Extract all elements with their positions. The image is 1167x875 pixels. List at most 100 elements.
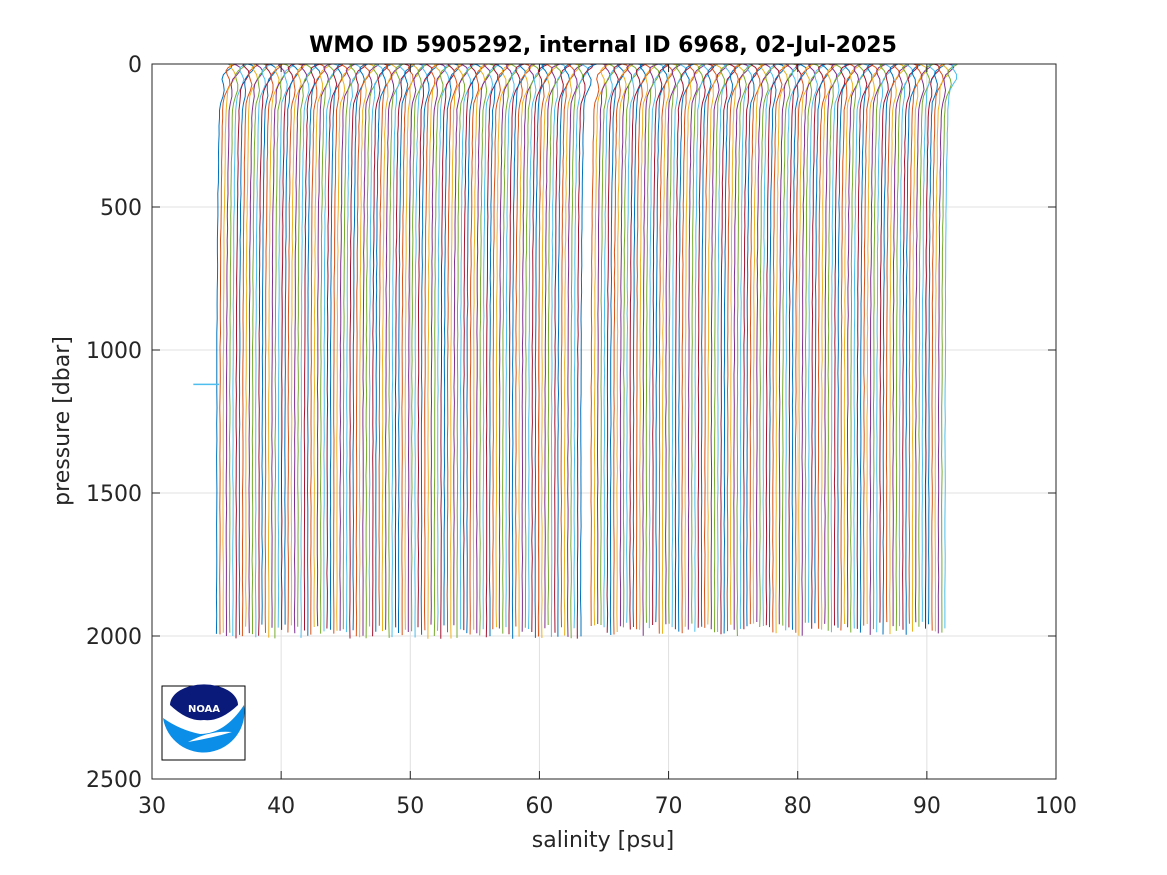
profile-line [466, 63, 482, 634]
profile-line [268, 63, 285, 638]
x-axis-label: salinity [psu] [532, 828, 674, 853]
profile-line [843, 63, 862, 625]
profile-line [934, 64, 950, 632]
profile-line [476, 63, 491, 634]
profile-line [355, 63, 370, 637]
profile-line [319, 63, 335, 634]
profile-line [889, 63, 906, 635]
profile-line [713, 63, 731, 633]
profile-line [785, 63, 803, 631]
profile-line [652, 63, 669, 626]
profile-line [824, 63, 838, 624]
profile-line [590, 63, 607, 627]
profile-line [391, 63, 406, 638]
x-tick-label: 40 [267, 794, 295, 819]
profile-line [687, 63, 706, 630]
profile-line [876, 63, 892, 633]
profile-line [648, 63, 665, 629]
profile-line [924, 63, 941, 629]
profile-line [576, 63, 594, 639]
x-tick-label: 90 [913, 794, 941, 819]
profile-line [733, 63, 750, 630]
x-tick-label: 50 [396, 794, 424, 819]
profile-line [700, 63, 718, 627]
profile-line [329, 63, 343, 630]
profile-line [547, 63, 562, 626]
profile-line [362, 63, 380, 636]
profile-line [921, 63, 936, 622]
y-axis-label: pressure [dbar] [50, 336, 75, 506]
profile-line [798, 63, 815, 636]
profile-line [508, 63, 525, 635]
profile-line [528, 63, 545, 630]
profile-line [397, 63, 415, 633]
profile-line [817, 63, 835, 629]
profile-line [756, 63, 772, 623]
profile-line [882, 63, 899, 635]
profile-line [277, 63, 295, 628]
x-tick-label: 70 [655, 794, 683, 819]
profile-line [603, 63, 621, 628]
profile-line [801, 63, 816, 636]
profile-line [245, 63, 260, 627]
profile-line [739, 63, 754, 629]
profile-line [342, 63, 357, 630]
profile-line [537, 63, 553, 637]
noaa-logo-bird-icon [170, 684, 238, 721]
profile-line [339, 63, 357, 631]
profile-line [879, 63, 897, 623]
profile-line [655, 63, 670, 623]
y-tick-label: 1500 [86, 482, 142, 507]
profile-line [885, 63, 900, 623]
profile-line [336, 63, 353, 631]
profile-line [931, 63, 946, 631]
profile-line [323, 63, 340, 632]
profile-line [781, 63, 799, 626]
profile-line [632, 63, 646, 628]
profile-line [895, 63, 910, 631]
profile-line [726, 63, 743, 632]
profile-line [518, 63, 535, 637]
x-tick-label: 80 [784, 794, 812, 819]
profile-line [639, 63, 657, 630]
profile-line [697, 63, 715, 628]
profile-line [443, 63, 460, 626]
profile-line [450, 63, 464, 639]
profile-line [768, 63, 786, 628]
profile-line [417, 63, 433, 628]
profile-line [762, 63, 779, 627]
profile-line [554, 63, 572, 633]
profile-line [310, 63, 326, 635]
profile-line [775, 63, 790, 634]
profile-line [274, 63, 291, 639]
profile-line [944, 63, 958, 629]
profile-line [502, 63, 518, 634]
profile-line [511, 63, 526, 639]
profile-line [375, 63, 393, 632]
profile-line [446, 63, 464, 633]
profile-line [723, 63, 741, 634]
chart-title: WMO ID 5905292, internal ID 6968, 02-Jul… [309, 33, 897, 58]
profile-line [804, 63, 821, 623]
profile-line [414, 63, 428, 638]
profile-line [567, 63, 585, 637]
profile-line [914, 63, 933, 623]
profile-line [759, 63, 777, 628]
profile-line [388, 63, 405, 638]
profile-line [853, 63, 870, 629]
profile-line [385, 63, 403, 630]
profile-line [911, 63, 927, 632]
profile-line [248, 63, 264, 634]
profile-line [238, 63, 256, 635]
profile-line [892, 64, 909, 627]
profile-line [381, 63, 397, 632]
profile-line [463, 63, 477, 631]
profile-line [365, 63, 380, 639]
profile-line [488, 63, 505, 637]
profile-line [550, 63, 567, 637]
profile-line [254, 63, 273, 638]
profile-line [778, 63, 794, 625]
profile-line [531, 63, 549, 633]
y-tick-label: 500 [100, 196, 142, 221]
profile-line [720, 63, 736, 635]
